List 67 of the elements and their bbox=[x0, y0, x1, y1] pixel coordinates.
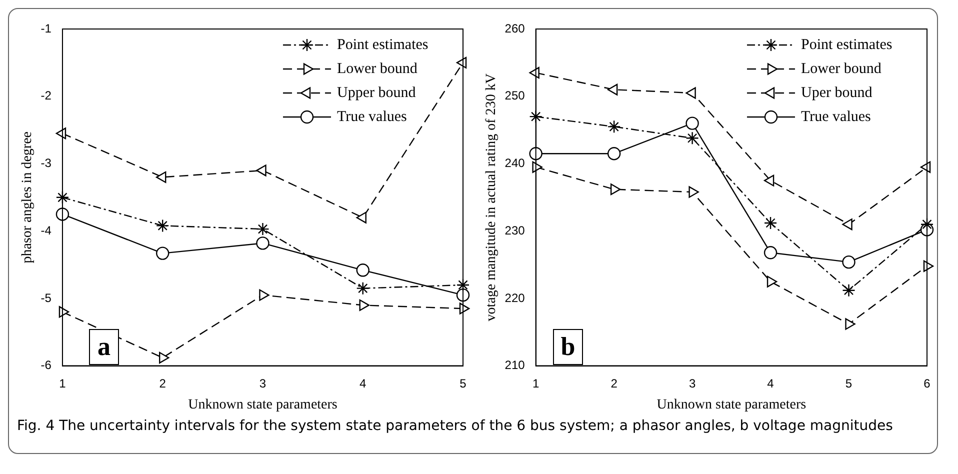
point bbox=[256, 222, 270, 236]
y-tick-label: -6 bbox=[40, 358, 52, 372]
legend-label: Lower bound bbox=[801, 60, 882, 77]
x-tick-label: 4 bbox=[767, 376, 774, 390]
y-axis-title: phasor angles in degree bbox=[20, 132, 36, 264]
point bbox=[456, 278, 470, 292]
point bbox=[529, 147, 542, 160]
y-tick-label: -1 bbox=[40, 21, 52, 36]
y-tick-label: -5 bbox=[40, 290, 52, 305]
y-tick-label: 210 bbox=[504, 358, 526, 372]
point bbox=[845, 318, 856, 330]
x-tick-label: 4 bbox=[360, 376, 367, 390]
point bbox=[842, 255, 856, 269]
legend-label: Uper bound bbox=[801, 84, 873, 101]
y-tick-label: 230 bbox=[504, 223, 526, 238]
y-tick-label: 220 bbox=[504, 290, 526, 305]
point bbox=[842, 284, 856, 297]
y-tick-label: 250 bbox=[504, 88, 526, 103]
point bbox=[607, 120, 621, 134]
point bbox=[156, 219, 170, 232]
point bbox=[359, 299, 370, 311]
legend-label: Point estimates bbox=[337, 36, 428, 53]
point bbox=[920, 218, 934, 231]
x-tick-label: 2 bbox=[159, 376, 166, 390]
point bbox=[686, 132, 699, 145]
point bbox=[764, 216, 778, 230]
y-axis-title: votage mangitude in actual rating of 230 kV bbox=[484, 74, 500, 322]
x-tick-label: 2 bbox=[610, 376, 618, 390]
y-tick-label: 260 bbox=[504, 21, 526, 36]
y-tick-label: -2 bbox=[40, 88, 52, 103]
point bbox=[456, 288, 470, 302]
point bbox=[607, 147, 621, 160]
x-tick-label: 6 bbox=[924, 376, 931, 390]
point bbox=[686, 116, 699, 130]
x-tick-label: 3 bbox=[259, 376, 266, 390]
point bbox=[156, 246, 170, 260]
legend-label: Lower bound bbox=[337, 60, 418, 77]
point bbox=[259, 289, 270, 301]
point bbox=[688, 186, 699, 198]
legend-label: True values bbox=[801, 108, 872, 125]
x-axis-title: Unknown state parameters bbox=[188, 397, 338, 412]
point bbox=[356, 282, 370, 295]
x-tick-label: 5 bbox=[845, 376, 852, 390]
legend-label: True values bbox=[337, 108, 408, 125]
x-tick-label: 1 bbox=[532, 376, 540, 390]
point bbox=[256, 236, 270, 250]
text: b bbox=[553, 329, 583, 365]
point bbox=[56, 190, 70, 204]
point bbox=[529, 110, 542, 124]
point bbox=[764, 246, 778, 260]
point bbox=[356, 264, 370, 277]
text: a bbox=[89, 329, 119, 365]
y-tick-label: -3 bbox=[40, 156, 52, 170]
point bbox=[159, 352, 170, 364]
point bbox=[56, 208, 70, 221]
x-tick-label: 5 bbox=[460, 376, 467, 390]
y-tick-label: 240 bbox=[504, 156, 526, 170]
caption: Fig. 4 The uncertainty intervals for the system state parameters of the 6 bus system; a phasor angles, b voltage magnitudes bbox=[17, 417, 894, 436]
x-axis-title: Unknown state parameters bbox=[656, 397, 806, 412]
x-tick-label: 3 bbox=[688, 376, 696, 390]
point bbox=[766, 276, 778, 288]
legend-label: Point estimates bbox=[801, 36, 892, 53]
x-tick-label: 1 bbox=[59, 376, 66, 390]
point bbox=[610, 184, 621, 196]
legend-label: Upper bound bbox=[337, 84, 416, 101]
y-tick-label: -4 bbox=[40, 223, 52, 238]
point bbox=[532, 161, 542, 173]
